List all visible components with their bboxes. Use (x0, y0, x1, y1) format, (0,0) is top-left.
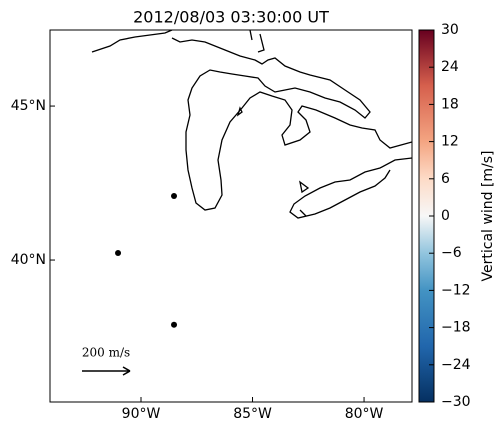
colorbar-tick-label: 18 (441, 96, 459, 112)
colorbar-tick-label: −24 (441, 357, 471, 373)
colorbar-tick-label: −12 (441, 282, 471, 298)
scale-label: 200 m/s (82, 346, 130, 360)
map-title: 2012/08/03 03:30:00 UT (133, 8, 329, 27)
colorbar-tick-label: −18 (441, 320, 471, 336)
colorbar-tick-label: −30 (441, 394, 471, 410)
colorbar-tick-label: 30 (441, 22, 459, 38)
x-tick-label: 90°W (122, 406, 161, 422)
x-tick-label: 80°W (345, 406, 384, 422)
colorbar-tick-label: 0 (441, 208, 450, 224)
x-tick-label: 85°W (233, 406, 272, 422)
map-frame (49, 29, 413, 403)
station-point (115, 249, 122, 256)
coastlines (91, 30, 412, 219)
y-tick-label: 45°N (11, 98, 46, 114)
colorbar-tick-label: 6 (441, 171, 450, 187)
scale-arrow-head (122, 366, 131, 376)
colorbar-label: Vertical wind [m/s] (480, 151, 496, 282)
station-point (171, 192, 178, 199)
y-tick-label: 40°N (11, 252, 46, 268)
colorbar-tick-label: 24 (441, 59, 459, 75)
colorbar-tick-label: 12 (441, 134, 459, 150)
colorbar-tick-label: −6 (441, 245, 462, 261)
station-point (171, 321, 178, 328)
